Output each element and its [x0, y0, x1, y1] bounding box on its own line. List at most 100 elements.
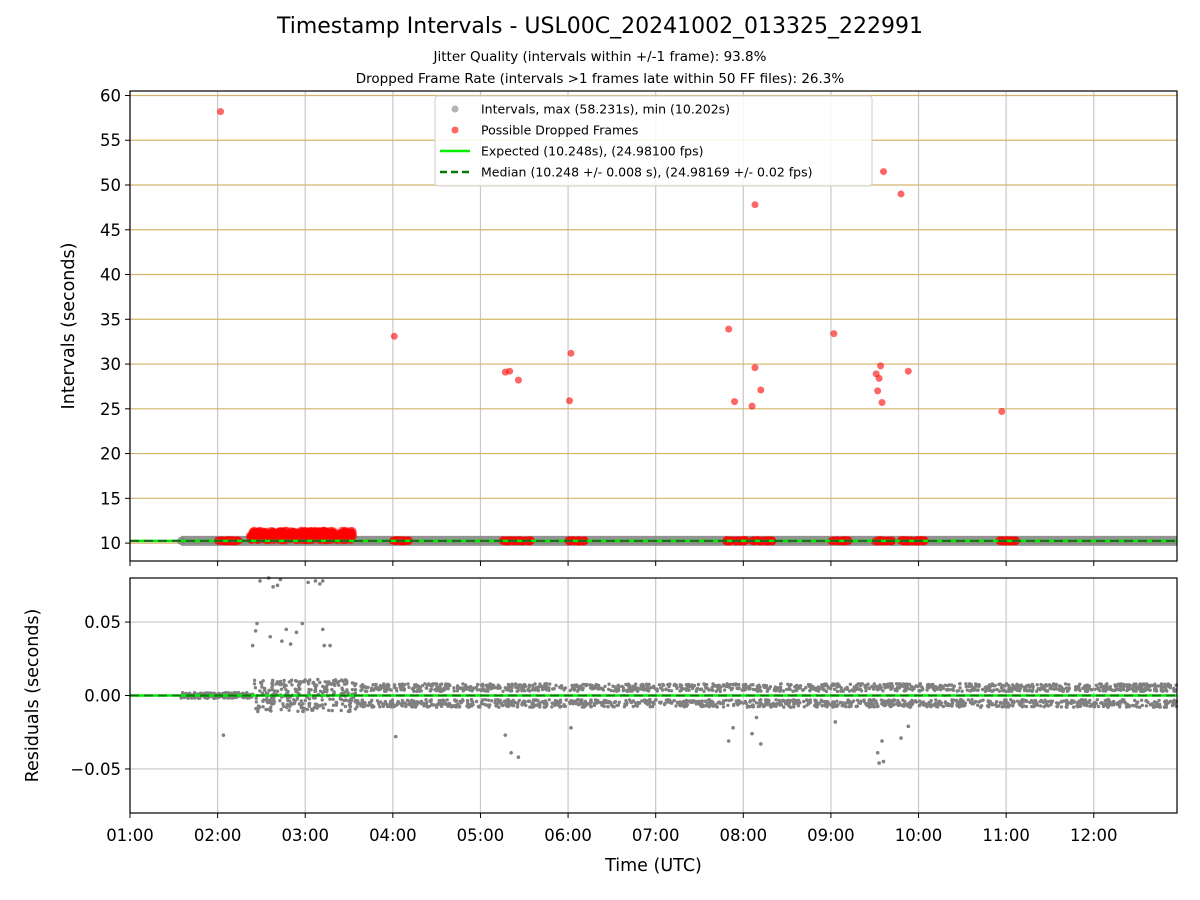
residual-point	[781, 689, 786, 693]
top-ylabel: Intervals (seconds)	[59, 243, 79, 410]
residual-point	[254, 696, 258, 700]
residual-point	[526, 699, 531, 703]
residual-point	[1083, 698, 1088, 702]
residual-point	[548, 682, 552, 686]
residual-point	[1159, 689, 1164, 693]
residual-point	[326, 680, 330, 684]
residual-point	[1034, 700, 1039, 705]
residual-point	[271, 683, 275, 688]
residual-point	[1157, 698, 1161, 703]
residual-point	[392, 683, 397, 687]
residual-point	[1072, 700, 1076, 704]
residual-point	[389, 705, 393, 709]
residual-point	[1131, 688, 1136, 693]
residual-point	[327, 708, 331, 713]
xtick-label: 08:00	[720, 826, 768, 845]
dropped-frame-point	[390, 332, 398, 340]
residual-point	[708, 701, 712, 705]
residual-point	[732, 702, 736, 707]
residual-point	[833, 687, 837, 691]
residual-point	[1064, 705, 1068, 709]
residual-point	[855, 704, 860, 708]
legend: Intervals, max (58.231s), min (10.202s) P…	[434, 95, 873, 187]
residual-point	[520, 703, 524, 707]
residual-point	[435, 705, 439, 709]
residual-point	[616, 683, 620, 687]
residual-point	[476, 705, 481, 709]
residual-point	[301, 709, 305, 714]
residual-point	[896, 698, 900, 703]
top-ytick-label: 45	[100, 221, 121, 240]
residual-point	[531, 688, 535, 692]
residual-point	[314, 685, 318, 690]
residual-point	[558, 698, 563, 702]
residual-point	[699, 701, 703, 705]
residual-point	[639, 683, 643, 687]
residual-point	[583, 699, 588, 703]
residual-point	[974, 682, 978, 686]
xtick-label: 06:00	[544, 826, 592, 845]
residual-point	[413, 705, 418, 709]
residual-point	[465, 698, 470, 703]
residual-point	[384, 687, 388, 691]
residual-point	[514, 685, 518, 690]
residual-point	[933, 688, 937, 693]
residual-point	[1074, 685, 1078, 689]
residual-point	[831, 705, 835, 709]
residual-point	[999, 685, 1004, 690]
residual-point	[370, 705, 374, 709]
residual-point	[1072, 705, 1076, 709]
residual-point	[791, 705, 796, 709]
residual-point	[360, 699, 364, 703]
residual-point	[791, 689, 795, 693]
residual-point	[711, 700, 715, 704]
residual-point	[920, 685, 924, 689]
residual-point	[544, 685, 549, 689]
residual-point	[419, 689, 423, 693]
residual-point	[1041, 700, 1046, 704]
residual-point	[464, 687, 469, 691]
residual-point	[196, 696, 201, 700]
residual-point	[855, 698, 860, 702]
residual-point	[544, 682, 548, 686]
residual-point	[1108, 687, 1113, 691]
residual-point	[321, 706, 325, 710]
residual-point	[258, 680, 263, 685]
residual-point	[502, 699, 506, 703]
residual-point	[621, 686, 626, 690]
residual-point	[894, 682, 899, 686]
residual-point	[864, 689, 868, 693]
residual-point	[313, 683, 318, 687]
residual-point	[1165, 689, 1169, 693]
residual-point	[879, 685, 883, 690]
residual-point	[1001, 705, 1005, 709]
residual-point	[1101, 704, 1106, 709]
residual-point	[1012, 700, 1016, 704]
top-ytick-label: 40	[100, 266, 121, 285]
residual-point	[1022, 704, 1026, 708]
residual-outlier-point	[306, 580, 310, 585]
residual-point	[804, 685, 808, 690]
residual-point	[872, 685, 876, 689]
residual-point	[867, 686, 871, 690]
residual-outlier-point	[516, 755, 521, 759]
residual-point	[823, 699, 827, 704]
residual-point	[374, 682, 378, 687]
residual-point	[551, 701, 555, 705]
residual-point	[653, 698, 658, 702]
residual-point	[275, 680, 280, 684]
residual-point	[875, 684, 879, 689]
residual-point	[460, 698, 465, 702]
residual-point	[503, 686, 507, 690]
residual-point	[348, 705, 353, 709]
residual-point	[802, 699, 806, 704]
residual-point	[419, 699, 424, 704]
residual-point	[451, 704, 456, 708]
residual-point	[433, 682, 437, 686]
residual-point	[278, 679, 283, 684]
residual-point	[308, 701, 312, 706]
residual-point	[377, 702, 381, 706]
residual-point	[1055, 687, 1059, 691]
residual-point	[530, 705, 534, 709]
residual-point	[711, 704, 716, 708]
